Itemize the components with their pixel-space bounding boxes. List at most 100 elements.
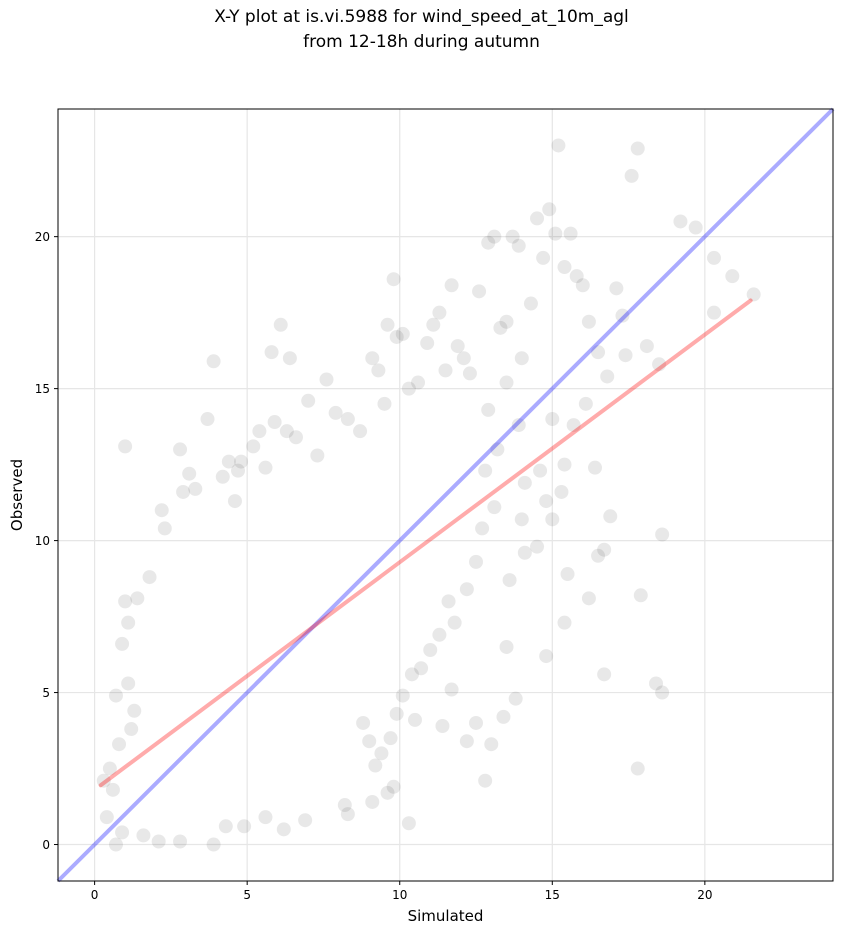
data-point (502, 573, 517, 588)
data-point (365, 794, 380, 809)
data-point (112, 737, 127, 752)
data-point (173, 834, 188, 849)
fit-line (98, 298, 753, 788)
data-point (456, 351, 471, 366)
data-point (539, 494, 554, 509)
data-point (362, 734, 377, 749)
chart-title-line-2: from 12-18h during autumn (303, 32, 540, 52)
data-point (478, 463, 493, 478)
data-point (115, 825, 130, 840)
data-point (633, 588, 648, 603)
data-point (157, 521, 172, 536)
data-point (127, 703, 142, 718)
data-point (298, 813, 313, 828)
data-point (517, 475, 532, 490)
data-point (597, 542, 612, 557)
data-point (557, 260, 572, 275)
data-point (481, 235, 496, 250)
x-tick-label: 0 (91, 888, 99, 902)
data-point (609, 281, 624, 296)
data-point (472, 284, 487, 299)
data-point (569, 269, 584, 284)
data-point (96, 773, 111, 788)
data-point (301, 393, 316, 408)
y-tick-label: 5 (42, 686, 50, 700)
data-point (530, 211, 545, 226)
data-point (462, 366, 477, 381)
data-point (639, 339, 654, 354)
data-point (655, 685, 670, 700)
data-point (560, 567, 575, 582)
data-point (340, 807, 355, 822)
data-point (469, 554, 484, 569)
data-point (545, 412, 560, 427)
data-point (511, 238, 526, 253)
data-point (444, 278, 459, 293)
reference-lines (56, 107, 835, 883)
data-point (136, 828, 151, 843)
data-point (725, 269, 740, 284)
data-point (267, 415, 282, 430)
x-tick-label: 20 (697, 888, 712, 902)
data-point (246, 439, 261, 454)
data-point (188, 481, 203, 496)
data-point (490, 442, 505, 457)
data-point (581, 314, 596, 329)
y-tick-label: 0 (42, 838, 50, 852)
data-point (118, 594, 133, 609)
data-point (441, 594, 456, 609)
data-point (237, 819, 252, 834)
chart-title-line-1: X-Y plot at is.vi.5988 for wind_speed_at… (214, 7, 629, 27)
data-point (652, 357, 667, 372)
data-point (340, 412, 355, 427)
data-point (673, 214, 688, 229)
y-tick-label: 20 (35, 230, 50, 244)
x-tick-label: 15 (545, 888, 560, 902)
plot-area-frame (57, 108, 834, 882)
data-point (578, 396, 593, 411)
data-point (404, 667, 419, 682)
data-point (469, 715, 484, 730)
identity-line (56, 107, 835, 883)
data-point (487, 229, 502, 244)
data-point (426, 317, 441, 332)
data-point (206, 354, 221, 369)
data-point (618, 348, 633, 363)
data-point (557, 457, 572, 472)
data-point (432, 627, 447, 642)
x-tick-label: 10 (392, 888, 407, 902)
data-point (542, 202, 557, 217)
data-point (603, 509, 618, 524)
data-point (258, 460, 273, 475)
data-point (514, 351, 529, 366)
data-point (176, 484, 191, 499)
data-point (328, 405, 343, 420)
data-point (688, 220, 703, 235)
grid-lines (58, 109, 833, 881)
data-point (746, 287, 761, 302)
data-point (475, 521, 490, 536)
data-point (411, 375, 426, 390)
y-axis-label: Observed (8, 459, 26, 531)
data-point (478, 773, 493, 788)
data-point (142, 570, 157, 585)
data-point (231, 463, 246, 478)
data-point (447, 615, 462, 630)
scatter-points (96, 138, 761, 852)
data-point (337, 798, 352, 813)
data-point (505, 229, 520, 244)
data-point (276, 822, 291, 837)
data-point (258, 810, 273, 825)
data-point (389, 706, 404, 721)
data-point (508, 691, 523, 706)
data-point (597, 667, 612, 682)
data-point (707, 250, 722, 265)
data-point (548, 226, 563, 241)
data-point (450, 339, 465, 354)
data-point (435, 718, 450, 733)
data-point (374, 746, 389, 761)
data-point (536, 250, 551, 265)
data-point (102, 761, 117, 776)
data-point (423, 643, 438, 658)
data-point (624, 168, 639, 183)
